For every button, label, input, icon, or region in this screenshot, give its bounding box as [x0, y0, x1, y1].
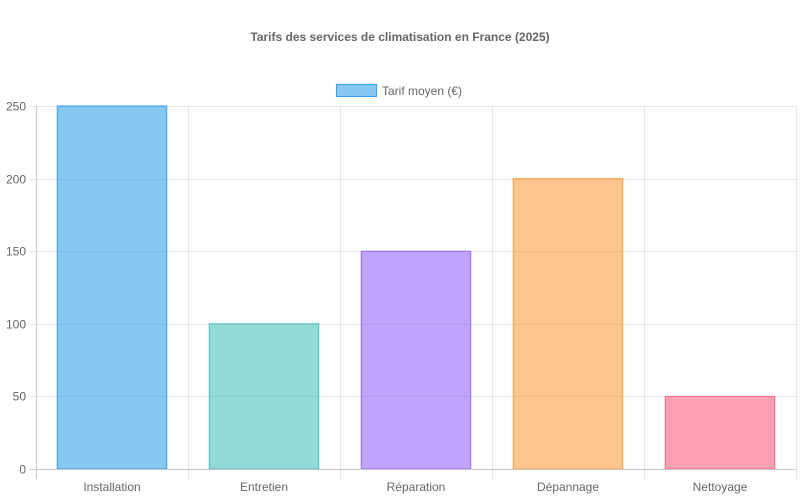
- y-tick-label: 200: [6, 173, 26, 187]
- bar-nettoyage[interactable]: [664, 395, 776, 470]
- legend[interactable]: Tarif moyen (€): [336, 84, 463, 98]
- bar-reparation[interactable]: [360, 250, 472, 470]
- bar-installation[interactable]: [56, 105, 168, 470]
- axes: [30, 106, 796, 479]
- chart-title: Tarifs des services de climatisation en …: [250, 30, 549, 44]
- x-tick-label: Dépannage: [537, 480, 599, 494]
- y-axis-ticks: 0 50 100 150 200 250: [6, 100, 26, 477]
- legend-label: Tarif moyen (€): [382, 84, 462, 98]
- y-tick-label: 50: [13, 390, 27, 404]
- x-tick-label: Nettoyage: [693, 480, 748, 494]
- bar-depannage[interactable]: [512, 178, 624, 470]
- x-axis-ticks: Installation Entretien Réparation Dépannage…: [83, 480, 747, 494]
- y-tick-label: 250: [6, 100, 26, 114]
- y-tick-label: 100: [6, 318, 26, 332]
- y-tick-label: 0: [19, 463, 26, 477]
- legend-swatch: [336, 84, 377, 97]
- y-tick-label: 150: [6, 245, 26, 259]
- bars: [56, 105, 776, 470]
- x-tick-label: Installation: [83, 480, 140, 494]
- x-tick-label: Réparation: [387, 480, 446, 494]
- bar-entretien[interactable]: [208, 323, 320, 470]
- x-tick-label: Entretien: [240, 480, 288, 494]
